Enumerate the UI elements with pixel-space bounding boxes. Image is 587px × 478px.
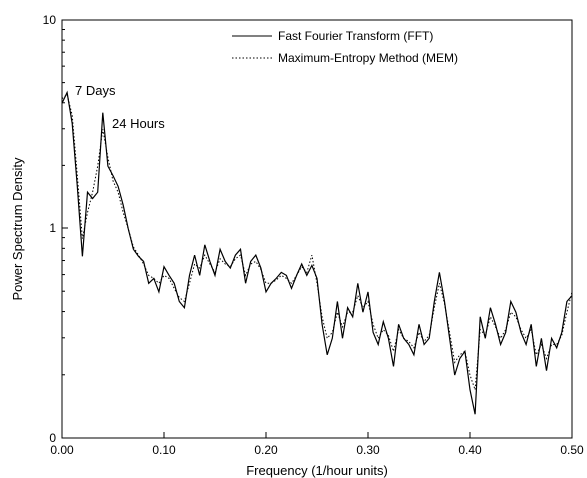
series-layer bbox=[61, 90, 573, 415]
x-tick-label: 0.30 bbox=[356, 443, 380, 457]
x-tick-label: 0.10 bbox=[152, 443, 176, 457]
legend-label: Fast Fourier Transform (FFT) bbox=[278, 29, 433, 43]
x-axis-title: Frequency (1/hour units) bbox=[246, 463, 388, 478]
x-tick-label: 0.40 bbox=[458, 443, 482, 457]
annotation-layer: 7 Days 24 Hours bbox=[75, 83, 165, 131]
legend: Fast Fourier Transform (FFT) Maximum-Entr… bbox=[232, 29, 458, 65]
y-tick-label: 1 bbox=[49, 221, 56, 235]
annotation-label: 24 Hours bbox=[112, 116, 165, 131]
annotation-label: 7 Days bbox=[75, 83, 116, 98]
x-tick-label: 0.00 bbox=[50, 443, 74, 457]
y-tick-label: 0 bbox=[49, 431, 56, 445]
y-axis-title: Power Spectrum Density bbox=[10, 157, 25, 301]
fft-series-line bbox=[61, 90, 573, 415]
y-tick-label: 10 bbox=[43, 13, 57, 27]
x-tick-label: 0.50 bbox=[560, 443, 584, 457]
legend-label: Maximum-Entropy Method (MEM) bbox=[278, 51, 458, 65]
x-tick-label: 0.20 bbox=[254, 443, 278, 457]
x-axis-ticks: 0.00 0.10 0.20 0.30 0.40 0.50 bbox=[50, 432, 584, 457]
plot-frame bbox=[61, 19, 573, 439]
y-axis-ticks: 0 1 10 bbox=[43, 13, 68, 445]
mem-series-line bbox=[61, 93, 573, 390]
